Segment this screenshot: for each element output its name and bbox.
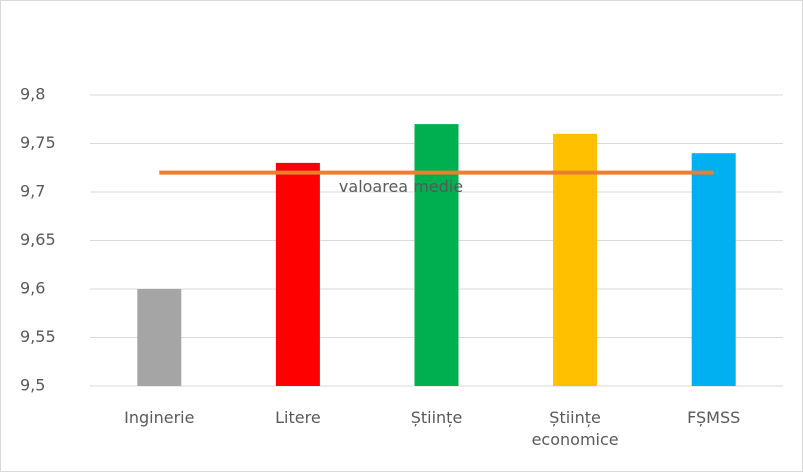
bar xyxy=(553,133,598,386)
x-tick-label: FȘMSS xyxy=(687,408,741,427)
x-tick-label: Științe xyxy=(410,408,463,427)
y-tick-label: 9,7 xyxy=(20,182,45,201)
bar xyxy=(137,289,182,386)
bar xyxy=(691,153,736,386)
y-tick-label: 9,65 xyxy=(20,230,56,249)
x-tick-label: Științe economice xyxy=(531,408,619,449)
x-tick-label: Litere xyxy=(275,408,321,427)
x-tick-label: Inginerie xyxy=(124,408,195,427)
y-tick-label: 9,5 xyxy=(20,376,45,395)
y-tick-label: 9,8 xyxy=(20,85,45,104)
bar xyxy=(414,124,459,386)
bar xyxy=(275,162,320,386)
y-tick-label: 9,55 xyxy=(20,327,56,346)
line-label: valoarea medie xyxy=(339,177,463,196)
y-tick-label: 9,75 xyxy=(20,133,56,152)
y-tick-label: 9,6 xyxy=(20,279,45,298)
